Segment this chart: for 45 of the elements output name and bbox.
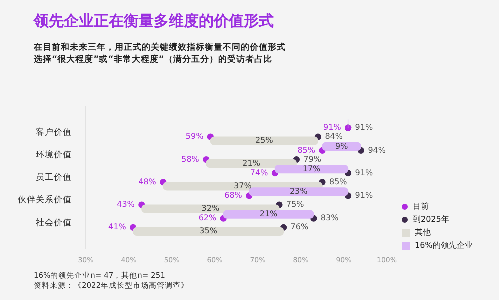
legend-label: 目前 <box>413 201 429 212</box>
bar <box>223 210 314 219</box>
data-label: 91% <box>355 191 374 200</box>
y-tick-label: 社会价值 <box>36 217 72 228</box>
data-label: 58% <box>182 154 200 164</box>
data-label: 83% <box>320 214 340 223</box>
data-label: 94% <box>368 146 386 155</box>
data-label: 32% <box>202 204 220 214</box>
chart-subtitle: 在目前和未来三年，用正式的关键绩效指标衡量不同的价值形式选择“很大程度”或“非常大程度”（满分五分）的受访者占比 <box>34 42 287 66</box>
legend-label: 其他 <box>415 227 431 238</box>
data-label: 21% <box>260 210 278 219</box>
data-label: 84% <box>325 132 344 142</box>
data-label: 59% <box>186 132 204 142</box>
data-label: 9% <box>336 142 349 151</box>
legend-label: 到2025年 <box>413 214 450 225</box>
y-tick-label: 员工价值 <box>36 172 72 184</box>
bar <box>132 227 284 236</box>
data-label: 43% <box>117 200 136 210</box>
data-label: 37% <box>234 181 252 190</box>
bar <box>274 164 349 174</box>
data-label: 62% <box>198 214 217 223</box>
data-label: 91% <box>355 168 374 178</box>
chart-title: 领先企业正在衡量多维度的价值形式 <box>34 12 274 31</box>
data-label: 68% <box>224 191 243 200</box>
data-label: 85% <box>298 146 316 155</box>
data-label: 91% <box>324 123 342 132</box>
data-label: 23% <box>290 187 308 196</box>
data-label: 21% <box>242 158 261 168</box>
legend-label: 16%的领先企业 <box>415 240 473 251</box>
data-label: 85% <box>330 177 348 186</box>
data-label: 17% <box>302 164 322 174</box>
y-tick-label: 环境价值 <box>36 149 72 160</box>
data-label: 41% <box>108 222 127 232</box>
data-label: 74% <box>250 168 269 178</box>
data-label: 79% <box>304 154 322 164</box>
bar <box>249 188 349 196</box>
data-label: 48% <box>138 177 157 186</box>
y-tick-label: 客户价值 <box>36 126 72 138</box>
data-label: 75% <box>286 200 305 210</box>
data-label: 35% <box>200 226 218 236</box>
data-label: 76% <box>290 222 309 232</box>
data-label: 25% <box>256 136 274 146</box>
bar <box>210 136 319 146</box>
y-tick-label: 伙伴关系价值 <box>18 194 72 206</box>
data-label: 91% <box>355 123 374 132</box>
